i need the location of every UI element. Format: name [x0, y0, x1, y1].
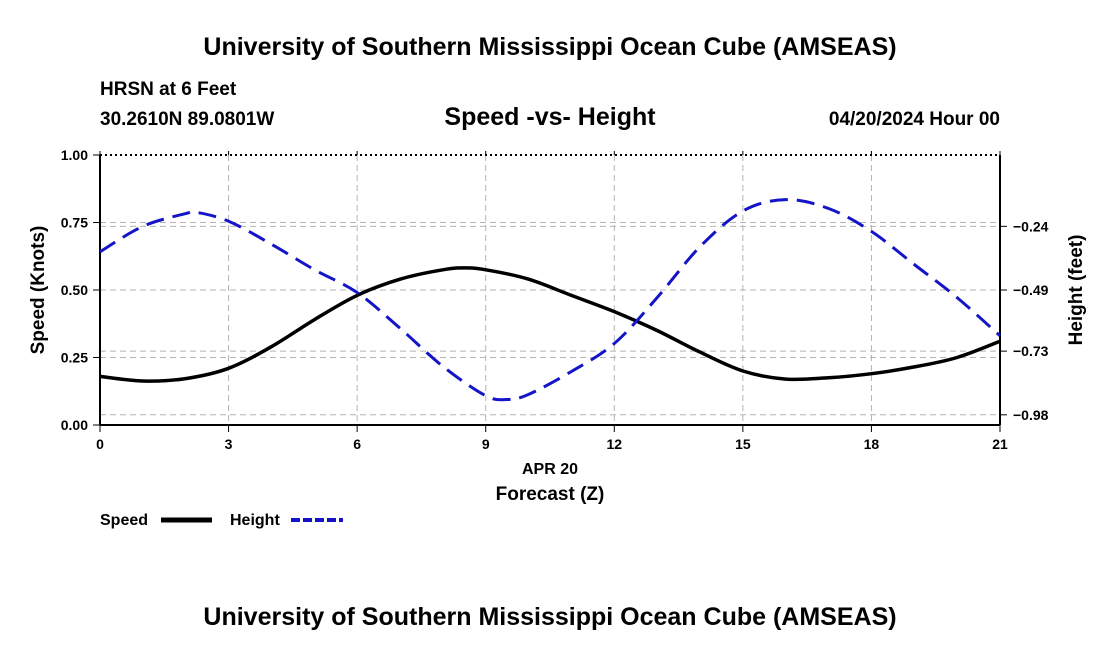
x-tick-label: 18 — [864, 436, 880, 452]
station-label: HRSN at 6 Feet — [100, 79, 237, 100]
y-tick-label: 0.25 — [61, 350, 88, 366]
y2-tick-label: −0.49 — [1013, 282, 1049, 298]
series-line-speed — [99, 266, 1001, 383]
x-axis-date-label: APR 20 — [522, 461, 578, 478]
series-line-height — [99, 198, 1001, 402]
axes — [93, 151, 1007, 432]
legend: Speed Height — [100, 512, 343, 529]
x-tick-label: 0 — [96, 436, 104, 452]
legend-label-height: Height — [230, 512, 280, 529]
y-axis-label: Speed (Knots) — [28, 226, 49, 355]
forecast-datetime: 04/20/2024 Hour 00 — [829, 109, 1000, 130]
y2-axis-label: Height (feet) — [1066, 235, 1087, 346]
series-layer — [99, 198, 1001, 402]
y2-tick-label: −0.98 — [1013, 407, 1049, 423]
y-tick-label: 0.50 — [61, 282, 88, 298]
x-tick-label: 9 — [482, 436, 490, 452]
x-tick-label: 3 — [225, 436, 233, 452]
x-tick-label: 6 — [353, 436, 361, 452]
chart-title: Speed -vs- Height — [444, 103, 656, 131]
y2-tick-label: −0.24 — [1013, 218, 1049, 234]
tick-labels: 0 3 6 9 12 15 18 21 0.00 0.25 0.50 0.75 1.00 −0.24 −0.… — [61, 147, 1049, 452]
x-tick-label: 15 — [735, 436, 751, 452]
x-tick-label: 21 — [992, 436, 1008, 452]
page-title: University of Southern Mississippi Ocean… — [203, 33, 896, 61]
footer-title: University of Southern Mississippi Ocean… — [203, 603, 896, 631]
y-tick-label: 0.00 — [61, 417, 88, 433]
x-axis-label: Forecast (Z) — [496, 484, 605, 505]
y-tick-label: 1.00 — [61, 147, 88, 163]
y2-tick-label: −0.73 — [1013, 343, 1049, 359]
y-tick-label: 0.75 — [61, 215, 88, 231]
legend-label-speed: Speed — [100, 512, 148, 529]
coordinates-label: 30.2610N 89.0801W — [100, 109, 274, 130]
x-tick-label: 12 — [606, 436, 622, 452]
